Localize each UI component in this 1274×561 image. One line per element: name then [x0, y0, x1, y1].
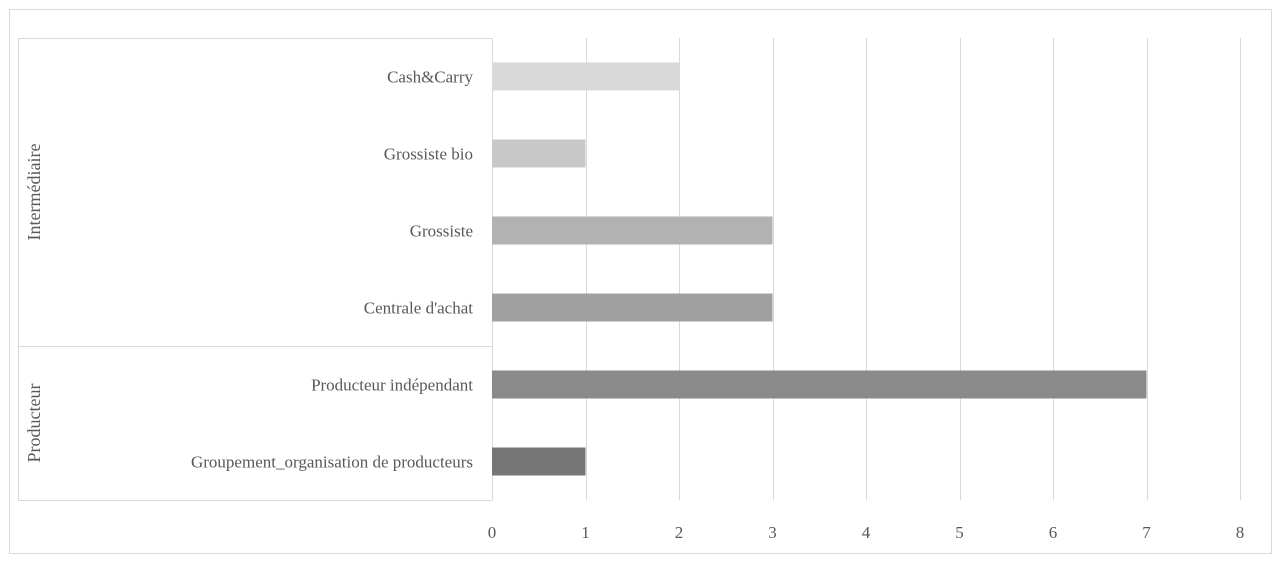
x-tick-label-0: 0 [488, 523, 497, 542]
x-tick-label-6: 6 [1049, 523, 1058, 542]
bar-centrale-d-achat [492, 293, 773, 322]
x-tick-label-4: 4 [862, 523, 871, 542]
category-label-groupement-organisation-de-producteurs: Groupement_organisation de producteurs [191, 453, 473, 472]
category-label-grossiste: Grossiste [410, 222, 473, 241]
bars [492, 62, 1147, 476]
category-labels: Cash&Carry Grossiste bio Grossiste Centrale… [24, 68, 473, 472]
x-tick-label-5: 5 [955, 523, 964, 542]
x-tick-label-1: 1 [581, 523, 590, 542]
category-label-producteur-ind-pendant: Producteur indépendant [311, 376, 473, 395]
x-tick-label-2: 2 [675, 523, 684, 542]
bar-cash-carry [492, 62, 679, 91]
bar-producteur-ind-pendant [492, 370, 1147, 399]
x-tick-label-3: 3 [768, 523, 777, 542]
chart-frame [9, 9, 1272, 554]
gridlines [492, 38, 1241, 500]
x-tick-labels: 0 1 2 3 4 5 6 7 8 [488, 523, 1245, 542]
group-label-producteur: Producteur [24, 384, 44, 463]
category-group-lines [18, 38, 493, 501]
group-label-interm-diaire: Intermédiaire [24, 144, 44, 241]
bar-grossiste-bio [492, 139, 586, 168]
x-tick-label-8: 8 [1236, 523, 1245, 542]
bar-grossiste [492, 216, 773, 245]
category-label-cash-carry: Cash&Carry [387, 68, 473, 87]
category-label-grossiste-bio: Grossiste bio [384, 145, 473, 164]
bar-groupement-organisation-de-producteurs [492, 447, 586, 476]
x-tick-label-7: 7 [1142, 523, 1151, 542]
category-label-centrale-d-achat: Centrale d'achat [364, 299, 474, 318]
